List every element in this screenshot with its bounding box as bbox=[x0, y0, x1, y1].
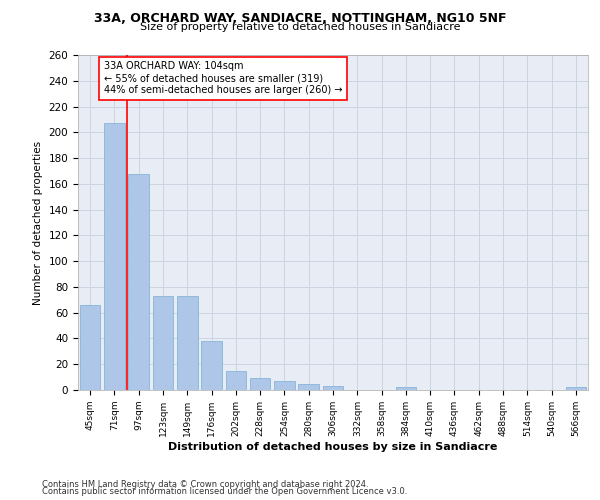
Bar bbox=[395, 388, 416, 390]
Text: 33A, ORCHARD WAY, SANDIACRE, NOTTINGHAM, NG10 5NF: 33A, ORCHARD WAY, SANDIACRE, NOTTINGHAM,… bbox=[94, 12, 506, 26]
Bar bbox=[177, 296, 197, 390]
Bar bbox=[566, 388, 586, 390]
Bar bbox=[274, 381, 295, 390]
Text: Contains HM Land Registry data © Crown copyright and database right 2024.: Contains HM Land Registry data © Crown c… bbox=[42, 480, 368, 489]
Bar bbox=[80, 305, 100, 390]
Y-axis label: Number of detached properties: Number of detached properties bbox=[33, 140, 43, 304]
Text: Distribution of detached houses by size in Sandiacre: Distribution of detached houses by size … bbox=[169, 442, 497, 452]
Bar bbox=[128, 174, 149, 390]
Bar bbox=[323, 386, 343, 390]
Bar bbox=[298, 384, 319, 390]
Text: 33A ORCHARD WAY: 104sqm
← 55% of detached houses are smaller (319)
44% of semi-d: 33A ORCHARD WAY: 104sqm ← 55% of detache… bbox=[104, 62, 342, 94]
Bar bbox=[104, 124, 125, 390]
Bar bbox=[250, 378, 271, 390]
Bar bbox=[201, 341, 222, 390]
Bar bbox=[152, 296, 173, 390]
Text: Size of property relative to detached houses in Sandiacre: Size of property relative to detached ho… bbox=[140, 22, 460, 32]
Text: Contains public sector information licensed under the Open Government Licence v3: Contains public sector information licen… bbox=[42, 487, 407, 496]
Bar bbox=[226, 370, 246, 390]
